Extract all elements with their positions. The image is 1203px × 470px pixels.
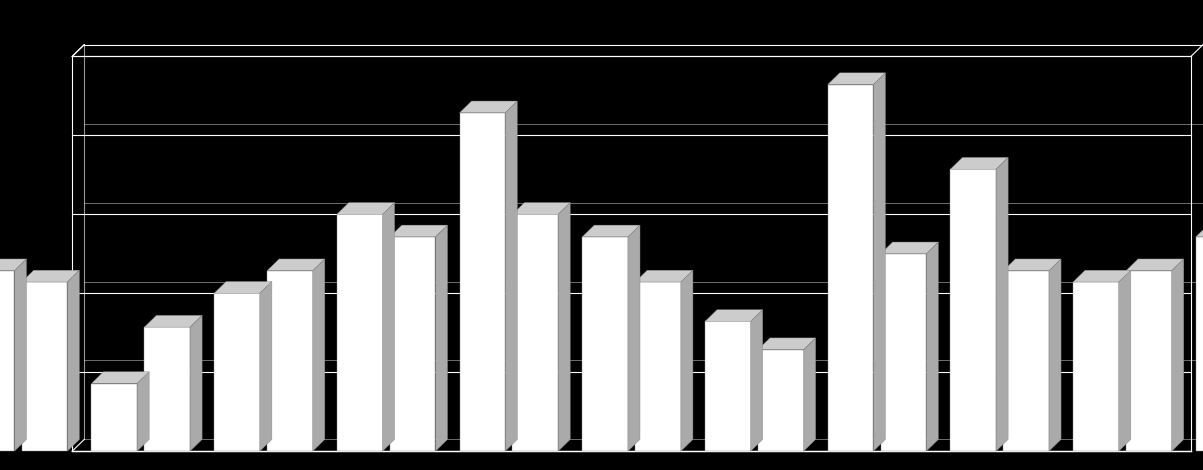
Polygon shape xyxy=(14,259,26,451)
Polygon shape xyxy=(873,73,885,451)
Polygon shape xyxy=(705,310,763,321)
Polygon shape xyxy=(558,203,570,451)
Polygon shape xyxy=(390,225,448,237)
Polygon shape xyxy=(137,372,149,451)
Polygon shape xyxy=(1172,259,1184,451)
Polygon shape xyxy=(1196,225,1203,237)
Bar xyxy=(460,113,505,451)
Polygon shape xyxy=(512,203,570,214)
Polygon shape xyxy=(383,203,395,451)
Polygon shape xyxy=(1119,270,1131,451)
Bar xyxy=(881,254,926,451)
Bar xyxy=(582,237,628,451)
Bar xyxy=(144,327,190,451)
Polygon shape xyxy=(996,157,1008,451)
Polygon shape xyxy=(22,270,79,282)
Polygon shape xyxy=(1126,259,1184,271)
Polygon shape xyxy=(628,225,640,451)
Bar xyxy=(0,271,14,451)
Polygon shape xyxy=(681,270,693,451)
Polygon shape xyxy=(337,203,395,214)
Bar xyxy=(214,293,260,451)
Bar xyxy=(950,169,996,451)
Bar xyxy=(267,271,313,451)
Polygon shape xyxy=(751,310,763,451)
Bar xyxy=(1196,237,1203,451)
Bar xyxy=(635,282,681,451)
Polygon shape xyxy=(1003,259,1061,271)
Polygon shape xyxy=(460,101,517,113)
Polygon shape xyxy=(804,338,816,451)
Polygon shape xyxy=(828,73,885,85)
Polygon shape xyxy=(758,338,816,350)
Bar xyxy=(705,321,751,451)
Bar xyxy=(828,85,873,451)
Polygon shape xyxy=(0,259,26,271)
Polygon shape xyxy=(926,242,938,451)
Bar xyxy=(1126,271,1172,451)
Bar xyxy=(390,237,435,451)
Polygon shape xyxy=(1049,259,1061,451)
Polygon shape xyxy=(190,315,202,451)
Polygon shape xyxy=(1073,270,1131,282)
Polygon shape xyxy=(313,259,325,451)
Polygon shape xyxy=(435,225,448,451)
Polygon shape xyxy=(214,282,272,293)
Bar xyxy=(512,214,558,451)
Polygon shape xyxy=(950,157,1008,169)
Polygon shape xyxy=(144,315,202,327)
Polygon shape xyxy=(881,242,938,254)
Bar xyxy=(22,282,67,451)
Polygon shape xyxy=(635,270,693,282)
Polygon shape xyxy=(582,225,640,237)
Polygon shape xyxy=(260,282,272,451)
Polygon shape xyxy=(505,101,517,451)
Bar xyxy=(91,384,137,451)
Polygon shape xyxy=(91,372,149,384)
Polygon shape xyxy=(267,259,325,271)
Bar xyxy=(758,350,804,451)
Bar xyxy=(1003,271,1049,451)
Bar xyxy=(1073,282,1119,451)
Bar xyxy=(337,214,383,451)
Polygon shape xyxy=(67,270,79,451)
